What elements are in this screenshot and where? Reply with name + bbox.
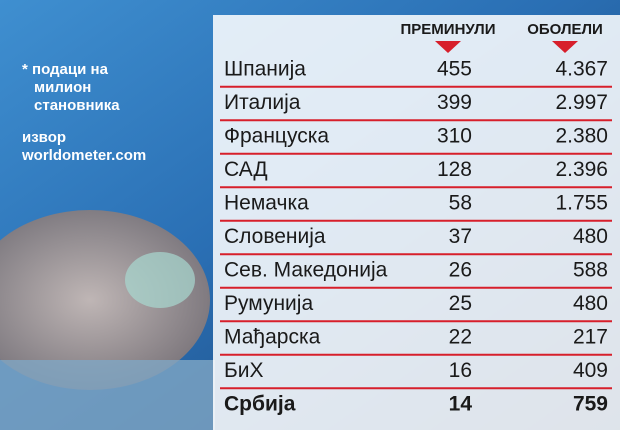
cases: 588 xyxy=(573,259,608,282)
cases: 759 xyxy=(573,393,608,416)
country: Сев. Македонија xyxy=(224,259,388,282)
cases: 480 xyxy=(573,292,608,315)
header-marker xyxy=(435,41,461,53)
deaths: 37 xyxy=(449,225,472,248)
deaths: 58 xyxy=(449,192,472,215)
cases: 217 xyxy=(573,326,608,349)
header-marker xyxy=(552,41,578,53)
country: БиХ xyxy=(224,359,264,382)
deaths: 25 xyxy=(449,292,472,315)
cases: 2.380 xyxy=(555,125,608,148)
table-panel xyxy=(213,15,620,430)
photo-pillow xyxy=(0,360,215,430)
note-line: * подаци на xyxy=(22,61,109,78)
deaths: 399 xyxy=(437,91,472,114)
source-site: worldometer.com xyxy=(21,147,146,164)
deaths: 128 xyxy=(437,158,472,181)
cases: 1.755 xyxy=(555,192,608,215)
cases: 2.997 xyxy=(555,91,608,114)
cases: 2.396 xyxy=(555,158,608,181)
column-header: ОБОЛЕЛИ xyxy=(527,21,603,38)
country: Мађарска xyxy=(224,326,321,349)
cases: 409 xyxy=(573,359,608,382)
deaths: 26 xyxy=(449,259,472,282)
table: ПРЕМИНУЛИ ОБОЛЕЛИ Шпанија 455 4.367 Италија 39… xyxy=(220,21,612,416)
cases: 4.367 xyxy=(555,58,608,81)
country: САД xyxy=(224,158,268,181)
note-line: милион xyxy=(34,79,91,96)
cases: 480 xyxy=(573,225,608,248)
photo-mask xyxy=(125,252,195,308)
country: Италија xyxy=(224,91,301,114)
country: Словенија xyxy=(224,225,326,248)
deaths: 455 xyxy=(437,58,472,81)
deaths: 22 xyxy=(449,326,472,349)
country: Србија xyxy=(224,393,296,416)
deaths: 310 xyxy=(437,125,472,148)
country: Румунија xyxy=(224,292,313,315)
note-line: становника xyxy=(34,97,120,114)
deaths: 14 xyxy=(449,393,473,416)
country: Француска xyxy=(224,125,329,148)
country: Шпанија xyxy=(224,58,306,81)
column-header: ПРЕМИНУЛИ xyxy=(401,21,496,38)
deaths: 16 xyxy=(449,359,472,382)
country: Немачка xyxy=(224,192,309,215)
source-label: извор xyxy=(22,129,66,146)
